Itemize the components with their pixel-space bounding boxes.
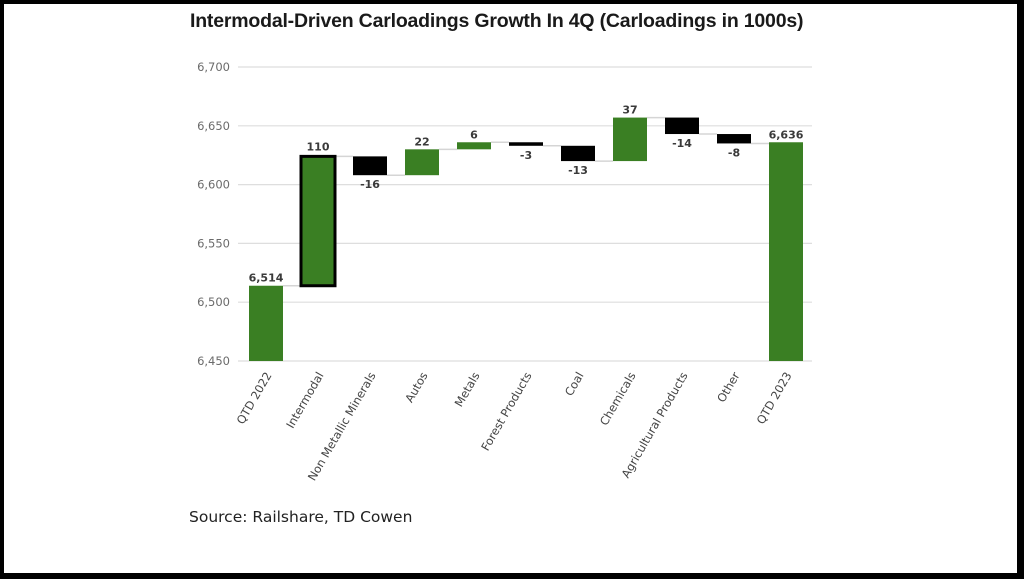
x-tick-label: Autos — [402, 370, 430, 405]
bar-qtd-2022 — [249, 285, 283, 361]
bar-other — [717, 134, 751, 144]
data-label: -8 — [728, 146, 740, 159]
bar-qtd-2023 — [769, 142, 803, 361]
chart-frame — [4, 4, 1017, 573]
data-label: 110 — [307, 140, 330, 153]
bar-autos — [405, 149, 439, 176]
data-labels: 6,514 110 -16 22 6 -3 -13 37 -14 -8 6,636 — [249, 104, 804, 285]
y-tick-label: 6,700 — [197, 60, 230, 74]
connectors — [283, 116, 769, 287]
x-tick-label: Chemicals — [597, 370, 639, 428]
bar-forest-products — [509, 142, 543, 146]
x-tick-label: Forest Products — [478, 369, 534, 453]
data-label: -3 — [520, 149, 532, 162]
x-tick-label: Intermodal — [283, 370, 326, 431]
data-label: -14 — [672, 137, 692, 150]
y-tick-label: 6,450 — [197, 354, 230, 368]
bar-chemicals — [613, 117, 647, 162]
source-note: Source: Railshare, TD Cowen — [189, 508, 413, 526]
bar-agricultural-products — [665, 117, 699, 135]
data-label: 22 — [414, 135, 429, 148]
x-tick-label: QTD 2022 — [234, 370, 275, 427]
data-label: 6,636 — [769, 128, 804, 141]
y-tick-label: 6,550 — [197, 236, 230, 250]
data-label: 37 — [622, 104, 637, 117]
data-label: 6,514 — [249, 272, 284, 285]
x-tick-label: Coal — [562, 370, 587, 399]
x-tick-label: QTD 2023 — [754, 370, 795, 427]
bar-non-metallic-minerals — [353, 156, 387, 176]
y-tick-label: 6,600 — [197, 178, 230, 192]
y-axis: 6,450 6,500 6,550 6,600 6,650 6,700 — [197, 60, 230, 368]
bar-metals — [457, 142, 491, 150]
data-label: -13 — [568, 164, 588, 177]
gridlines — [238, 66, 812, 362]
bar-intermodal — [299, 154, 337, 288]
x-tick-label: Other — [714, 369, 743, 405]
data-label: 6 — [470, 128, 478, 141]
chart-title: Intermodal-Driven Carloadings Growth In … — [190, 10, 804, 32]
x-tick-label: Metals — [452, 370, 483, 410]
y-tick-label: 6,500 — [197, 295, 230, 309]
bar-coal — [561, 145, 595, 162]
bars — [249, 117, 803, 361]
data-label: -16 — [360, 178, 380, 191]
y-tick-label: 6,650 — [197, 119, 230, 133]
